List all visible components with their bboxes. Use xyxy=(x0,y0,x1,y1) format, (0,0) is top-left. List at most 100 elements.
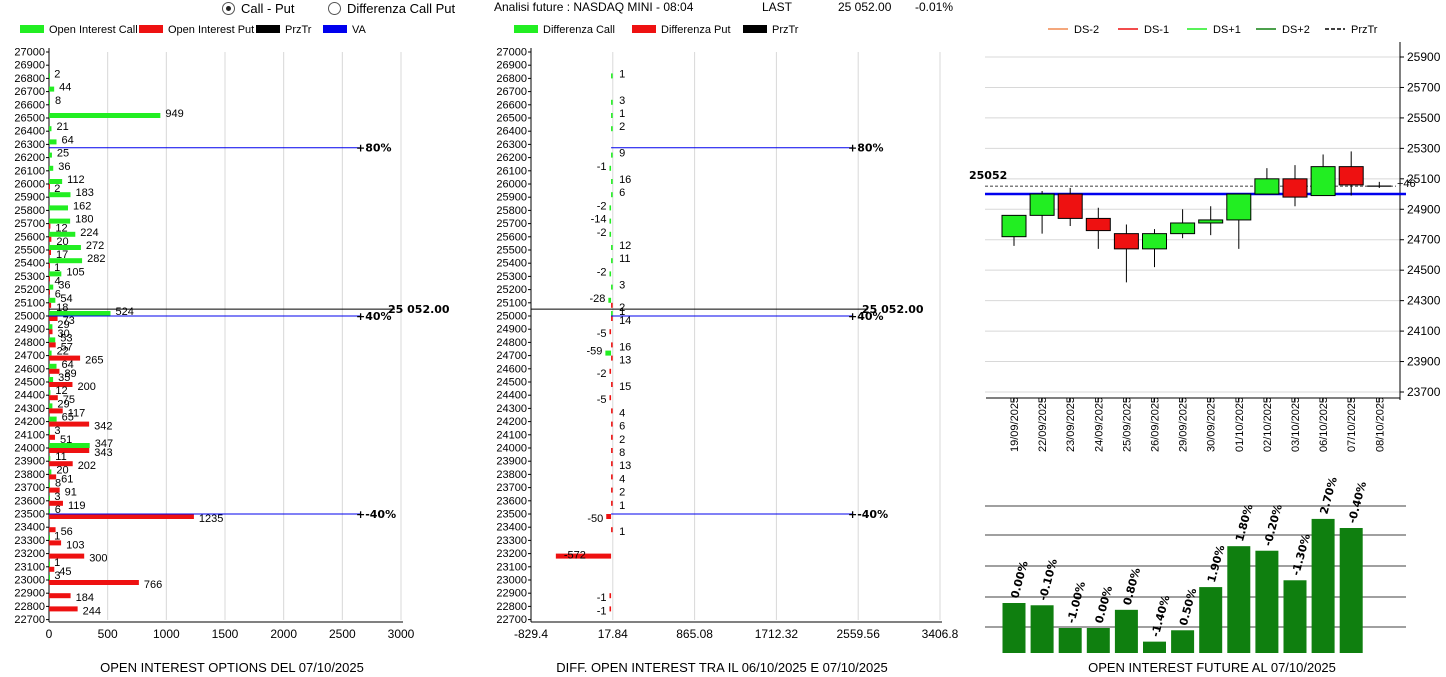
put-diff-bar xyxy=(609,593,612,599)
legend-swatch xyxy=(323,25,347,33)
put-value: 117 xyxy=(68,407,86,419)
put-value: 265 xyxy=(85,355,103,367)
candle-body xyxy=(1113,233,1139,250)
call-bar xyxy=(49,297,56,303)
put-value: 20 xyxy=(56,236,68,248)
call-diff-value: -2 xyxy=(597,200,607,212)
legend-label: Differenza Put xyxy=(661,24,731,36)
future-bar xyxy=(1283,580,1307,653)
call-value: 1 xyxy=(54,530,60,542)
call-bar xyxy=(49,245,81,250)
put-value: 342 xyxy=(94,421,112,433)
call-value: 105 xyxy=(66,266,84,278)
put-diff-bar xyxy=(611,302,613,308)
put-diff-bar xyxy=(611,342,613,348)
candle-body xyxy=(1198,219,1224,224)
put-diff-value: 16 xyxy=(619,341,631,353)
strike-label: 25600 xyxy=(14,231,45,243)
call-diff-value: 3 xyxy=(619,280,625,292)
y-tick-label: 25300 xyxy=(1407,141,1441,155)
call-diff-value: -28 xyxy=(589,293,605,305)
call-bar xyxy=(49,377,54,382)
put-bar xyxy=(49,329,53,335)
put-diff-value: 4 xyxy=(619,473,625,485)
x-tick-label: 17.84 xyxy=(598,627,628,641)
va-label: +-40% xyxy=(356,508,396,521)
radio-diff[interactable]: Differenza Call Put xyxy=(328,0,455,16)
y-tick-label: 24900 xyxy=(1407,202,1441,216)
legend-swatch xyxy=(139,25,163,33)
put-diff-bar xyxy=(609,329,612,335)
put-bar xyxy=(49,461,73,467)
strike-label: 24200 xyxy=(14,416,45,428)
call-value: 8 xyxy=(55,95,61,107)
strike-label: 22900 xyxy=(496,588,527,600)
put-value: 89 xyxy=(64,368,76,380)
future-bar-label: -1.40% xyxy=(1149,594,1173,639)
call-value: 22 xyxy=(57,346,69,358)
strike-label: 23700 xyxy=(496,482,527,494)
call-bar xyxy=(49,179,63,184)
put-diff-value: -5 xyxy=(597,394,607,406)
put-bar xyxy=(49,553,85,559)
call-value: 64 xyxy=(62,134,74,146)
put-bar xyxy=(49,289,50,295)
put-diff-bar xyxy=(611,434,613,440)
x-tick-label: 2000 xyxy=(270,627,297,641)
call-value: 282 xyxy=(87,253,105,265)
strike-label: 24800 xyxy=(496,337,527,349)
future-bar-label: 1.80% xyxy=(1233,503,1255,543)
put-diff-bar xyxy=(611,355,613,361)
strike-label: 24300 xyxy=(14,403,45,415)
put-value: 12 xyxy=(55,223,67,235)
date-label: 23/09/2025 xyxy=(1065,397,1077,452)
future-bar xyxy=(1199,587,1223,653)
future-bar-label: -0.10% xyxy=(1036,557,1060,602)
legend-label: PrzTr xyxy=(1351,24,1378,36)
put-diff-bar xyxy=(611,487,613,493)
strike-label: 25500 xyxy=(496,245,527,257)
legend-swatch xyxy=(256,25,280,33)
strike-label: 26100 xyxy=(496,165,527,177)
call-bar xyxy=(49,205,69,211)
y-tick-label: 25900 xyxy=(1407,50,1441,64)
put-value: 73 xyxy=(63,315,75,327)
strike-label: 24000 xyxy=(14,443,45,455)
put-diff-value: 2 xyxy=(619,434,625,446)
put-diff-value: -50 xyxy=(587,513,603,525)
legend-swatch xyxy=(743,25,767,33)
strike-label: 23100 xyxy=(496,561,527,573)
call-diff-value: 12 xyxy=(619,240,631,252)
strike-label: 23000 xyxy=(14,575,45,587)
strike-label: 26700 xyxy=(14,86,45,98)
call-value: 29 xyxy=(57,398,69,410)
strike-label: 26400 xyxy=(496,126,527,138)
put-diff-value: -1 xyxy=(597,605,607,617)
put-bar xyxy=(49,250,51,255)
strike-label: 26600 xyxy=(14,99,45,111)
future-bar xyxy=(1002,603,1026,653)
call-bar xyxy=(49,390,51,396)
radio-call-put[interactable]: Call - Put xyxy=(222,0,294,16)
put-value: 103 xyxy=(66,539,84,551)
last-price-label: 25 052.00 xyxy=(388,303,450,316)
va-label: +40% xyxy=(356,310,392,323)
candle-body xyxy=(1310,166,1336,197)
call-value: 54 xyxy=(60,293,72,305)
future-bar xyxy=(1086,628,1110,653)
put-bar xyxy=(49,184,50,189)
put-value: 17 xyxy=(56,249,68,261)
future-bar-label: 0.50% xyxy=(1177,587,1199,627)
call-bar xyxy=(49,456,51,462)
put-diff-bar xyxy=(609,395,612,401)
x-tick-label: -829.4 xyxy=(514,627,548,641)
call-diff-bar xyxy=(611,179,613,184)
call-value: 65 xyxy=(62,412,74,424)
y-tick-label: 24500 xyxy=(1407,263,1441,277)
put-bar xyxy=(49,355,81,361)
call-bar xyxy=(49,535,50,541)
legend-label: DS+2 xyxy=(1282,24,1310,36)
x-tick-label: 1712.32 xyxy=(755,627,799,641)
call-diff-bar xyxy=(611,284,613,290)
call-diff-bar xyxy=(609,271,612,277)
